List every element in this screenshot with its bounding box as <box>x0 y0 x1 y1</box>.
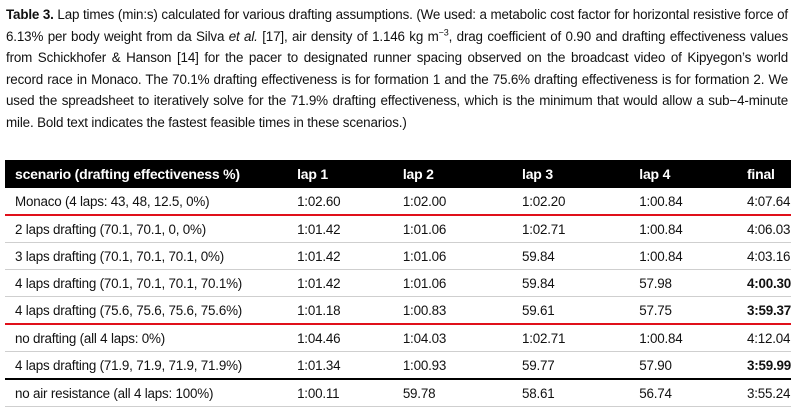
cell-lap3: 58.61 <box>512 379 630 407</box>
header-lap1: lap 1 <box>287 160 393 188</box>
cell-lap3: 59.84 <box>512 269 630 297</box>
header-lap2: lap 2 <box>392 160 512 188</box>
caption-etal: et al. <box>228 28 258 44</box>
caption-label: Table 3. <box>6 7 54 22</box>
cell-lap1: 1:00.11 <box>287 379 393 407</box>
cell-lap2: 1:00.83 <box>392 296 512 325</box>
table-row: 4 laps drafting (70.1, 70.1, 70.1, 70.1%… <box>5 269 791 297</box>
cell-lap4: 1:00.84 <box>629 242 737 270</box>
header-scenario: scenario (drafting effectiveness %) <box>5 160 288 188</box>
cell-lap1: 1:02.60 <box>287 188 393 216</box>
table-body: Monaco (4 laps: 43, 48, 12.5, 0%) 1:02.60… <box>5 188 791 407</box>
cell-lap2: 1:02.00 <box>392 188 512 216</box>
cell-scenario: 4 laps drafting (75.6, 75.6, 75.6, 75.6%… <box>5 296 288 325</box>
header-lap4: lap 4 <box>629 160 737 188</box>
table-row: 2 laps drafting (70.1, 70.1, 0, 0%) 1:01.… <box>5 215 791 243</box>
caption-text: Lap times (min:s) calculated for various… <box>6 7 789 44</box>
cell-lap2: 1:01.06 <box>392 269 512 297</box>
cell-scenario: 4 laps drafting (71.9, 71.9, 71.9, 71.9%… <box>5 351 288 380</box>
header-row: scenario (drafting effectiveness %) lap … <box>5 160 791 188</box>
cell-lap3: 59.84 <box>512 242 630 270</box>
cell-lap2: 1:00.93 <box>392 351 512 380</box>
table-header: scenario (drafting effectiveness %) lap … <box>5 160 791 188</box>
header-lap3: lap 3 <box>512 160 630 188</box>
cell-scenario: Monaco (4 laps: 43, 48, 12.5, 0%) <box>5 188 288 216</box>
cell-lap3: 59.77 <box>512 351 630 380</box>
cell-final: 3:55.24 <box>736 379 791 407</box>
cell-lap1: 1:01.42 <box>287 242 393 270</box>
cell-final: 4:12.04 <box>736 324 791 352</box>
cell-final: 4:00.30 <box>736 269 791 297</box>
cell-lap3: 1:02.71 <box>512 324 630 352</box>
caption-superscript: −3 <box>438 27 449 38</box>
cell-lap1: 1:01.18 <box>287 296 393 325</box>
table-row: no drafting (all 4 laps: 0%) 1:04.46 1:04.… <box>5 324 791 352</box>
cell-lap1: 1:01.42 <box>287 215 393 243</box>
cell-lap1: 1:04.46 <box>287 324 393 352</box>
caption-text: [17], air density of 1.146 kg m <box>257 28 439 44</box>
table-row: 4 laps drafting (71.9, 71.9, 71.9, 71.9%… <box>5 351 791 380</box>
cell-lap4: 56.74 <box>629 379 737 407</box>
cell-scenario: 4 laps drafting (70.1, 70.1, 70.1, 70.1%… <box>5 269 288 297</box>
cell-final: 3:59.37 <box>736 296 791 325</box>
cell-lap2: 1:04.03 <box>392 324 512 352</box>
cell-lap1: 1:01.42 <box>287 269 393 297</box>
cell-scenario: 3 laps drafting (70.1, 70.1, 70.1, 0%) <box>5 242 288 270</box>
cell-lap4: 57.98 <box>629 269 737 297</box>
header-final: final <box>736 160 791 188</box>
cell-scenario: 2 laps drafting (70.1, 70.1, 0, 0%) <box>5 215 288 243</box>
caption-text: , drag coefficient of 0.90 and drafting … <box>6 28 788 130</box>
cell-lap4: 1:00.84 <box>629 188 737 216</box>
cell-lap2: 1:01.06 <box>392 215 512 243</box>
cell-lap3: 59.61 <box>512 296 630 325</box>
table-row: 4 laps drafting (75.6, 75.6, 75.6, 75.6%… <box>5 296 791 325</box>
cell-lap1: 1:01.34 <box>287 351 393 380</box>
table-row: no air resistance (all 4 laps: 100%) 1:00… <box>5 379 791 407</box>
cell-lap4: 57.90 <box>629 351 737 380</box>
cell-lap2: 1:01.06 <box>392 242 512 270</box>
cell-lap4: 57.75 <box>629 296 737 325</box>
cell-lap4: 1:00.84 <box>629 215 737 243</box>
cell-final: 4:06.03 <box>736 215 791 243</box>
lap-times-table: scenario (drafting effectiveness %) lap … <box>5 160 791 407</box>
cell-final: 3:59.99 <box>736 351 791 380</box>
cell-final: 4:07.64 <box>736 188 791 216</box>
table-row: 3 laps drafting (70.1, 70.1, 70.1, 0%) 1:… <box>5 242 791 270</box>
cell-lap2: 59.78 <box>392 379 512 407</box>
table-caption: Table 3. Lap times (min:s) calculated fo… <box>6 4 788 133</box>
cell-scenario: no air resistance (all 4 laps: 100%) <box>5 379 288 407</box>
cell-scenario: no drafting (all 4 laps: 0%) <box>5 324 288 352</box>
cell-lap4: 1:00.84 <box>629 324 737 352</box>
cell-final: 4:03.16 <box>736 242 791 270</box>
cell-lap3: 1:02.71 <box>512 215 630 243</box>
cell-lap3: 1:02.20 <box>512 188 630 216</box>
table-row: Monaco (4 laps: 43, 48, 12.5, 0%) 1:02.60… <box>5 188 791 216</box>
